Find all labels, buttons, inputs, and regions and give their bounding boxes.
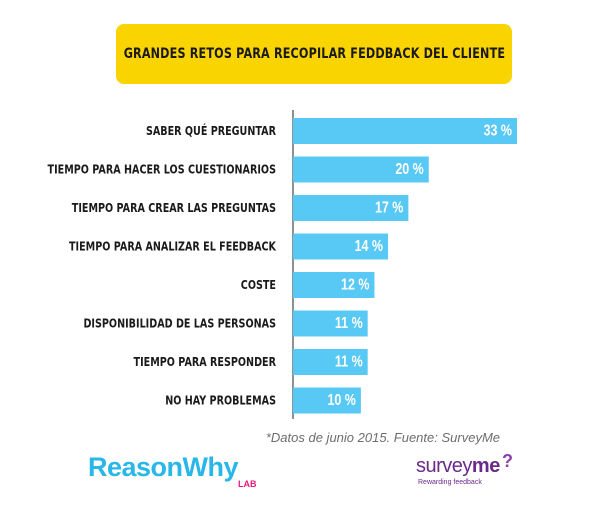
surveyme-question-icon: ? [502, 451, 513, 471]
source-footnote: *Datos de junio 2015. Fuente: SurveyMe [265, 430, 500, 445]
category-label-6: TIEMPO PARA RESPONDER [134, 355, 277, 369]
reasonwhy-logo-text: ReasonWhy [88, 452, 239, 482]
bar-4 [293, 272, 375, 298]
value-label-2: 17 % [375, 199, 404, 217]
reasonwhy-logo-lab: LAB [238, 479, 257, 489]
bar-6 [293, 349, 368, 375]
surveyme-logo-text-a: survey [416, 455, 472, 477]
category-label-1: TIEMPO PARA HACER LOS CUESTIONARIOS [48, 162, 277, 176]
value-label-3: 14 % [355, 238, 384, 256]
category-label-7: NO HAY PROBLEMAS [165, 393, 276, 407]
value-label-0: 33 % [484, 122, 513, 140]
bar-chart: SABER QUÉ PREGUNTAR 33 % TIEMPO PARA HACER… [48, 110, 517, 419]
category-label-0: SABER QUÉ PREGUNTAR [146, 124, 277, 138]
value-label-4: 12 % [341, 276, 370, 294]
surveyme-logo-text: surveyme [416, 455, 500, 477]
bar-0 [293, 118, 517, 144]
bar-5 [293, 310, 368, 337]
value-label-7: 10 % [327, 392, 356, 410]
bar-7 [293, 387, 361, 414]
value-label-6: 11 % [335, 353, 363, 371]
category-label-2: TIEMPO PARA CREAR LAS PREGUNTAS [72, 201, 276, 215]
value-label-1: 20 % [395, 161, 424, 179]
surveyme-tagline: Rewarding feedback [418, 479, 482, 486]
reasonwhy-logo: ReasonWhy LAB [88, 452, 257, 492]
bar-1 [293, 156, 429, 183]
bar-2 [293, 195, 409, 221]
category-label-4: COSTE [241, 278, 276, 292]
surveyme-logo: surveyme ? Rewarding feedback [416, 451, 526, 495]
category-label-5: DISPONIBILIDAD DE LAS PERSONAS [83, 316, 276, 330]
chart-title: GRANDES RETOS PARA RECOPILAR FEDDBACK DE… [123, 46, 505, 62]
surveyme-logo-text-b: me [471, 455, 500, 477]
category-label-3: TIEMPO PARA ANALIZAR EL FEEDBACK [69, 239, 276, 253]
value-label-5: 11 % [335, 315, 363, 333]
bar-3 [293, 233, 389, 260]
chart-title-box: GRANDES RETOS PARA RECOPILAR FEDDBACK DE… [116, 24, 512, 84]
